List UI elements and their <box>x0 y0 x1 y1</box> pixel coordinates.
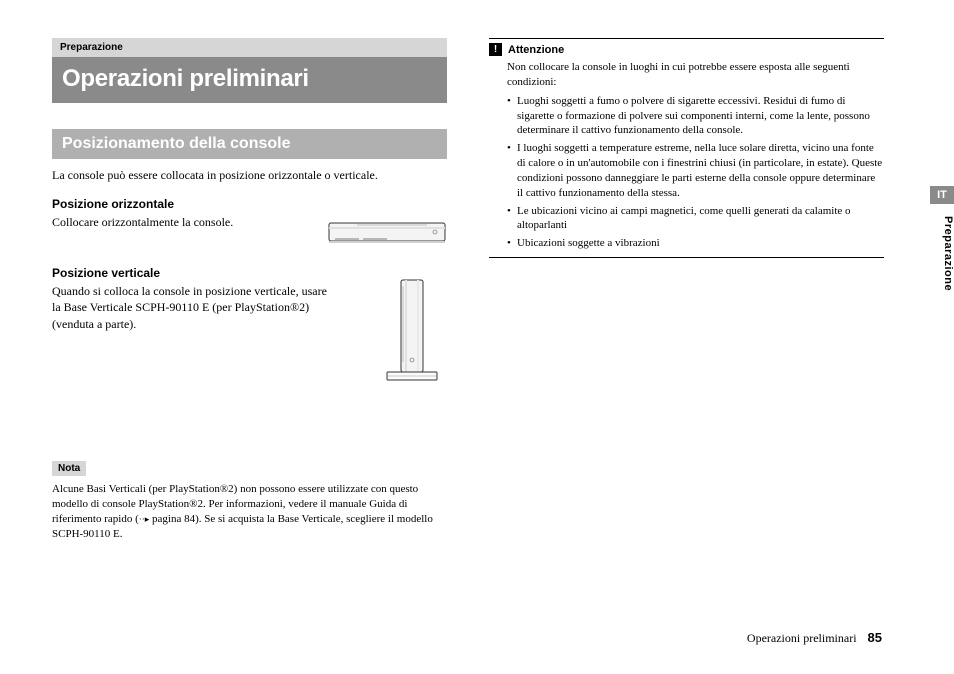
horizontal-row: Collocare orizzontalmente la console. <box>52 211 447 252</box>
left-column: Preparazione Operazioni preliminari Posi… <box>52 38 447 542</box>
console-horizontal-icon <box>327 217 447 252</box>
list-item: I luoghi soggetti a temperature estreme,… <box>507 141 884 200</box>
footer-title: Operazioni preliminari <box>747 631 857 645</box>
horizontal-text: Collocare orizzontalmente la console. <box>52 214 315 230</box>
section-subtitle: Posizionamento della console <box>52 129 447 159</box>
page-content: Preparazione Operazioni preliminari Posi… <box>52 38 902 638</box>
side-tab: IT Preparazione <box>930 186 954 291</box>
intro-text: La console può essere collocata in posiz… <box>52 167 447 183</box>
nota-text: Alcune Basi Verticali (per PlayStation®2… <box>52 482 447 541</box>
nota-label: Nota <box>52 461 86 476</box>
horizontal-heading: Posizione orizzontale <box>52 197 447 211</box>
list-item: Luoghi soggetti a fumo o polvere di siga… <box>507 94 884 139</box>
right-column: ! Attenzione Non collocare la console in… <box>489 38 884 258</box>
page-ref-arrow-icon: ··▸ <box>139 514 150 524</box>
section-tab: Preparazione <box>52 38 447 57</box>
side-section-label: Preparazione <box>930 216 954 291</box>
attention-heading: ! Attenzione <box>489 43 884 56</box>
warning-list: Luoghi soggetti a fumo o polvere di siga… <box>507 94 884 251</box>
top-divider <box>489 38 884 39</box>
bottom-divider <box>489 257 884 258</box>
vertical-text: Quando si colloca la console in posizion… <box>52 283 335 332</box>
list-item: Ubicazioni soggette a vibrazioni <box>507 236 884 251</box>
exclamation-icon: ! <box>489 43 502 56</box>
console-vertical-icon <box>377 276 447 391</box>
attention-label: Attenzione <box>508 44 564 56</box>
vertical-row: Quando si colloca la console in posizion… <box>52 280 447 391</box>
page-number: 85 <box>868 630 882 645</box>
page-footer: Operazioni preliminari 85 <box>747 630 882 646</box>
language-tab: IT <box>930 186 954 204</box>
warning-intro: Non collocare la console in luoghi in cu… <box>507 60 884 90</box>
list-item: Le ubicazioni vicino ai campi magnetici,… <box>507 204 884 234</box>
page-title: Operazioni preliminari <box>52 57 447 103</box>
